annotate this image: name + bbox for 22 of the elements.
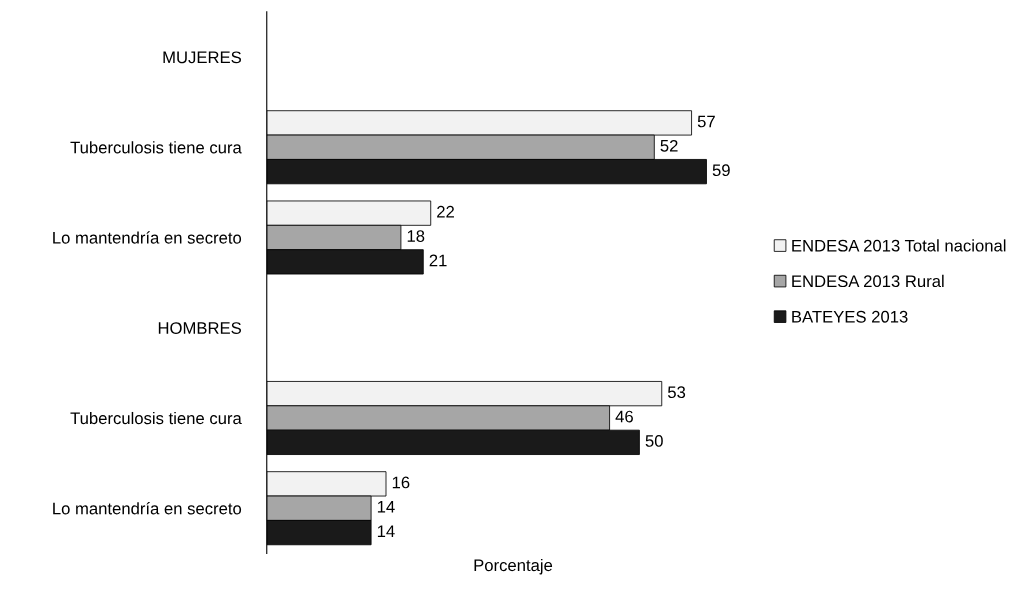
- data-label: 21: [429, 254, 447, 267]
- data-label: 16: [392, 476, 410, 489]
- legend-label: ENDESA 2013 Rural: [792, 274, 944, 288]
- data-label: 14: [377, 525, 395, 537]
- x-axis-title: Porcentaje: [474, 558, 553, 575]
- y-tick-label: Tuberculosis tiene cura: [70, 141, 242, 154]
- y-tick-label: MUJERES: [163, 51, 241, 64]
- y-tick-label: HOMBRES: [158, 322, 241, 334]
- data-label: 14: [377, 501, 395, 513]
- data-label: 22: [437, 205, 454, 218]
- data-label: 50: [645, 435, 663, 447]
- data-label: 46: [615, 410, 633, 423]
- y-tick-label: Tuberculosis tiene cura: [70, 411, 242, 425]
- legend-label: ENDESA 2013 Total nacional: [792, 239, 1006, 252]
- y-tick-label: Lo mantendría en secreto: [53, 231, 242, 244]
- legend-label: BATEYES 2013: [792, 310, 908, 323]
- data-label: 59: [712, 164, 730, 177]
- data-label: 52: [660, 139, 678, 152]
- data-label: 18: [407, 230, 425, 242]
- data-label: 57: [697, 115, 715, 128]
- y-tick-label: Lo mantendría en secreto: [53, 501, 242, 515]
- data-label: 53: [667, 386, 686, 399]
